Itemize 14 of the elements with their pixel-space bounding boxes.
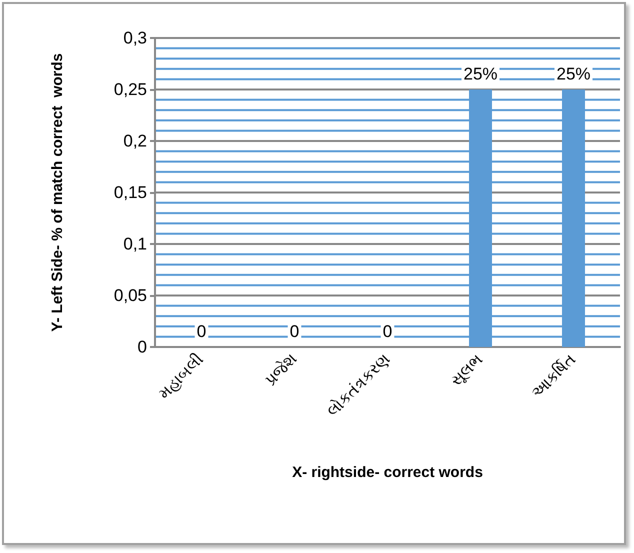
y-axis-title: Y- Left Side- % of match correct words (49, 53, 66, 332)
y-tick-label: 0,3 (123, 28, 147, 48)
y-tick-label: 0,1 (123, 234, 147, 254)
data-label: 25% (556, 64, 591, 84)
data-label: 0 (382, 322, 392, 341)
y-tick-label: 0,15 (114, 183, 147, 202)
data-label: 25% (463, 64, 498, 84)
x-axis-title: X- rightside- correct words (292, 464, 483, 481)
y-tick-label: 0,2 (123, 132, 147, 150)
y-tick-label: 0,25 (114, 80, 147, 99)
y-tick-label: 0,05 (114, 286, 147, 305)
data-label: 0 (290, 322, 300, 341)
y-tick-label: 0 (138, 338, 147, 356)
data-label: 0 (196, 322, 206, 341)
